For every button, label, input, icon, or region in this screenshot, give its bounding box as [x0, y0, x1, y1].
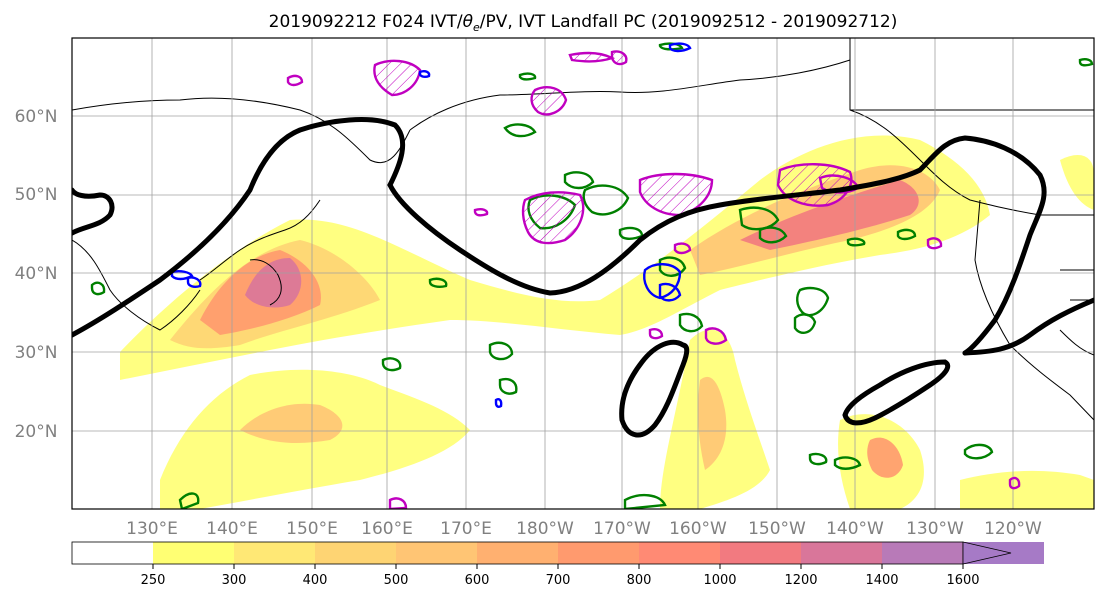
colorbar-label: 1400 — [865, 573, 898, 588]
lon-label: 170°W — [593, 519, 651, 539]
pv-low-contours — [170, 42, 692, 408]
lat-label: 40°N — [15, 264, 58, 284]
lon-label: 170°E — [440, 519, 492, 539]
colorbar-cell — [72, 542, 153, 564]
coastlines — [72, 38, 1094, 421]
colorbar-label: 1600 — [946, 573, 979, 588]
colorbar-label: 700 — [546, 573, 571, 588]
lon-label: 160°W — [669, 519, 727, 539]
colorbar-label: 1200 — [784, 573, 817, 588]
lon-label: 130°W — [906, 519, 964, 539]
colorbar-ticks — [152, 564, 964, 569]
lon-label: 160°E — [361, 519, 413, 539]
lon-label: 140°W — [826, 519, 884, 539]
gridlines — [72, 38, 1094, 509]
colorbar-label: 300 — [222, 573, 247, 588]
jet-contours — [72, 117, 1094, 438]
longitude-labels: 130°E 140°E 150°E 160°E 170°E 180°W 170°… — [126, 519, 1042, 539]
colorbar-cell — [558, 542, 639, 564]
map-area — [72, 38, 1094, 509]
lon-label: 130°E — [126, 519, 178, 539]
lon-label: 120°W — [984, 519, 1042, 539]
colorbar-cell — [720, 542, 801, 564]
lat-label: 20°N — [15, 422, 58, 442]
colorbar-label: 600 — [465, 573, 490, 588]
colorbar-labels: 250 300 400 500 600 700 800 1000 1200 1400 1600 — [141, 573, 980, 588]
colorbar-cell — [315, 542, 396, 564]
map-frame — [71, 37, 1095, 510]
lat-label: 60°N — [15, 107, 58, 127]
colorbar-label: 250 — [141, 573, 166, 588]
colorbar-cell — [882, 542, 963, 564]
colorbar-label: 400 — [303, 573, 328, 588]
colorbar-label: 500 — [384, 573, 409, 588]
lat-label: 30°N — [15, 343, 58, 363]
colorbar-cell — [153, 542, 234, 564]
colorbar-cell — [396, 542, 477, 564]
colorbar-cell — [639, 542, 720, 564]
lat-label: 50°N — [15, 185, 58, 205]
map-title: 2019092212 F024 IVT/θe/PV, IVT Landfall … — [269, 12, 898, 34]
colorbar-cell — [477, 542, 558, 564]
colorbar-cells — [71, 541, 1044, 565]
colorbar-label: 800 — [627, 573, 652, 588]
colorbar-label: 1000 — [703, 573, 736, 588]
lon-label: 150°W — [748, 519, 806, 539]
colorbar-cell — [801, 542, 882, 564]
colorbar-extend-arrow — [962, 541, 1012, 565]
latitude-labels: 60°N 50°N 40°N 30°N 20°N — [15, 107, 58, 442]
lon-label: 140°E — [206, 519, 258, 539]
colorbar-cell — [234, 542, 315, 564]
lon-label: 150°E — [286, 519, 338, 539]
colorbar: 250 300 400 500 600 700 800 1000 1200 1400 1600 — [71, 541, 1044, 588]
lon-label: 180°W — [516, 519, 574, 539]
